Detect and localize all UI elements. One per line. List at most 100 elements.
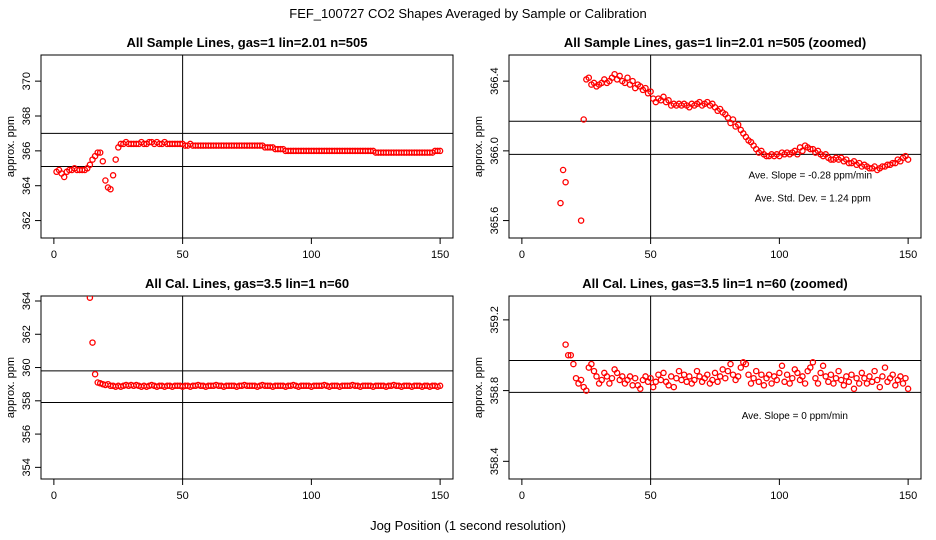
data-point [745, 371, 752, 378]
data-point [567, 351, 575, 359]
x-tick-label: 0 [51, 490, 57, 502]
data-point [559, 166, 567, 174]
data-point [102, 177, 109, 184]
data-point [773, 376, 781, 384]
data-point [598, 376, 605, 384]
x-tick-label: 50 [645, 490, 657, 502]
y-tick-label: 356 [21, 425, 33, 443]
y-tick-label: 370 [21, 72, 33, 90]
panel-title: All Cal. Lines, gas=3.5 lin=1 n=60 (zoom… [582, 276, 848, 291]
data-point [686, 373, 693, 380]
data-point [704, 371, 711, 378]
data-point [109, 172, 117, 179]
y-tick-label: 359.2 [489, 306, 501, 334]
y-tick-label: 364 [21, 177, 33, 195]
x-tick-label: 100 [302, 249, 320, 261]
y-tick-label: 362 [21, 211, 33, 229]
data-point [564, 351, 572, 359]
y-tick-label: 366.4 [489, 67, 501, 95]
x-tick-label: 150 [431, 249, 449, 261]
data-point [60, 173, 68, 181]
data-point [665, 97, 672, 104]
y-axis-label: approx. ppm [5, 357, 17, 418]
annotation-text: Ave. Std. Dev. = 1.24 ppm [755, 193, 871, 204]
y-tick-label: 358.8 [489, 377, 501, 405]
data-point [631, 374, 639, 382]
data-point [892, 382, 899, 389]
y-tick-label: 366 [21, 142, 33, 160]
data-point [734, 121, 742, 128]
data-point [837, 376, 845, 384]
data-point [593, 373, 600, 380]
data-point [562, 178, 569, 186]
data-point [583, 387, 590, 394]
data-point [876, 383, 884, 391]
y-tick-label: 368 [21, 107, 33, 125]
data-point [768, 380, 775, 387]
data-point [436, 382, 444, 390]
data-point [86, 161, 94, 169]
data-point [94, 149, 101, 156]
data-point [577, 217, 585, 224]
data-point [889, 159, 896, 167]
data-point [830, 380, 837, 387]
data-point [858, 369, 866, 377]
x-tick-label: 0 [51, 249, 57, 261]
data-point [647, 374, 654, 382]
data-point [853, 374, 860, 382]
panel-cal-lines-zoomed: All Cal. Lines, gas=3.5 lin=1 n=60 (zoom… [473, 276, 922, 502]
data-point [899, 380, 907, 387]
data-point [722, 374, 729, 382]
y-axis-label: approx. ppm [473, 116, 485, 177]
data-point [588, 360, 595, 368]
data-point [817, 369, 824, 377]
data-point [606, 380, 613, 387]
y-tick-label: 364 [21, 292, 33, 310]
data-point [776, 369, 783, 377]
data-point [801, 380, 809, 387]
x-tick-label: 150 [899, 490, 917, 502]
figure-x-axis-label: Jog Position (1 second resolution) [370, 518, 566, 533]
data-point [562, 341, 569, 348]
data-point [585, 74, 593, 81]
annotation-text: Ave. Slope = 0 ppm/min [742, 411, 848, 422]
panel-sample-lines: All Sample Lines, gas=1 lin=2.01 n=505 0 5… [5, 35, 454, 261]
annotation-text: Ave. Slope = -0.28 ppm/min [749, 171, 873, 182]
data-point [570, 360, 577, 368]
data-point [747, 380, 755, 387]
y-tick-label: 358.4 [489, 448, 501, 476]
data-point [742, 360, 750, 368]
data-point [580, 116, 587, 123]
data-point [660, 93, 667, 101]
data-point [91, 370, 99, 378]
data-point [752, 367, 760, 375]
data-point [879, 373, 886, 380]
data-point [786, 380, 793, 387]
data-point [871, 367, 878, 375]
x-tick-label: 100 [770, 249, 788, 261]
data-point [750, 374, 757, 382]
data-point [434, 147, 441, 155]
data-point [889, 371, 896, 378]
data-point [866, 373, 873, 380]
data-point [619, 373, 626, 380]
data-point [835, 367, 842, 375]
data-point [637, 385, 644, 393]
data-point [670, 383, 678, 391]
data-point [714, 378, 721, 386]
x-tick-label: 150 [431, 490, 449, 502]
data-point [812, 374, 819, 382]
plot-frame [508, 295, 922, 480]
figure-title: FEF_100727 CO2 Shapes Averaged by Sample… [289, 6, 646, 21]
data-point [608, 374, 616, 382]
data-points [557, 70, 912, 224]
data-point [789, 374, 796, 382]
data-point [794, 151, 801, 158]
data-point [755, 378, 763, 386]
data-point [760, 382, 768, 389]
data-point [729, 116, 737, 123]
data-point [99, 158, 107, 165]
data-point [799, 147, 806, 155]
data-point [827, 371, 835, 378]
